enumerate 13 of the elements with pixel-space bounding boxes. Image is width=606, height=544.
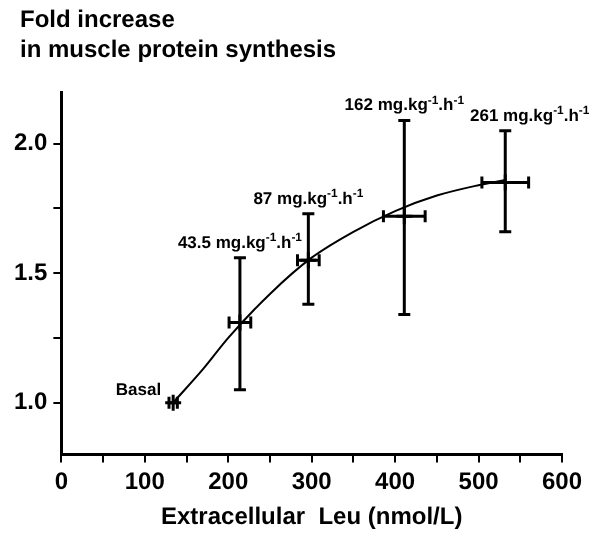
chart-title: Fold increase in muscle protein synthesis <box>20 4 337 63</box>
y-tick-label: 1.5 <box>13 257 48 286</box>
x-tick-label: 200 <box>208 467 249 496</box>
x-tick-label: 600 <box>541 467 583 496</box>
x-tick-label: 500 <box>458 467 500 496</box>
x-axis-title: Extracellular Leu (nmol/L) <box>160 502 463 531</box>
x-tick-label: 0 <box>54 467 69 496</box>
annotation: Basal <box>115 378 162 399</box>
x-tick-label: 100 <box>124 467 166 496</box>
x-tick-label: 300 <box>291 467 333 496</box>
y-tick-label: 1.0 <box>13 387 48 416</box>
x-tick-label: 400 <box>375 467 416 496</box>
y-tick-label: 2.0 <box>13 128 48 157</box>
